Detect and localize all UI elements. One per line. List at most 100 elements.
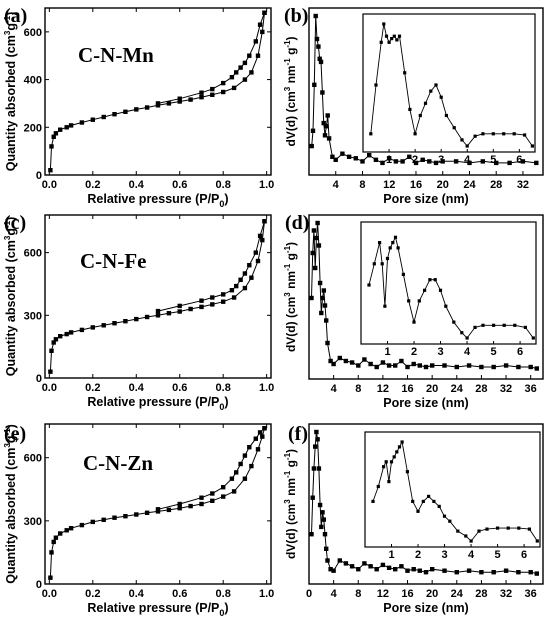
data-point: [51, 134, 56, 139]
data-point: [380, 562, 386, 568]
data-point: [253, 436, 258, 441]
data-point: [393, 159, 399, 164]
data-point: [255, 53, 261, 58]
data-point: [430, 567, 435, 572]
inset-x-tick-label: 1: [386, 154, 392, 166]
x-tick-label: 20: [426, 588, 438, 600]
panel-letter: (e): [4, 423, 26, 445]
inset-point: [481, 132, 485, 136]
inset-point: [382, 465, 386, 469]
x-tick-label: 0.8: [216, 382, 231, 394]
inset-point: [465, 336, 469, 340]
inset-point: [387, 40, 391, 44]
data-point: [322, 532, 328, 537]
data-point: [321, 120, 326, 126]
data-point: [177, 303, 182, 309]
data-point: [480, 159, 485, 164]
x-tick-label: 0.0: [42, 179, 57, 191]
data-point: [90, 519, 95, 525]
x-tick-label: 16: [410, 179, 422, 191]
inset-x-tick-label: 1: [388, 549, 394, 561]
inset-point: [400, 440, 404, 444]
x-tick-label: 8: [359, 179, 365, 191]
inset-point: [392, 34, 396, 38]
data-point: [210, 92, 215, 97]
data-point: [242, 271, 248, 276]
inset-point: [416, 509, 420, 513]
inset-point: [506, 526, 510, 530]
inset-point: [452, 126, 456, 130]
data-point: [242, 77, 248, 82]
data-point: [491, 570, 496, 575]
data-point: [454, 364, 459, 370]
data-point: [262, 219, 267, 224]
inset-point: [535, 539, 539, 543]
data-point: [49, 144, 54, 149]
plot-frame: [308, 423, 544, 585]
x-axis-label: Relative pressure (P/P0): [87, 601, 228, 618]
data-point: [210, 86, 215, 92]
data-point: [528, 570, 533, 575]
data-point: [221, 485, 226, 490]
panel-letter: (f): [288, 423, 308, 445]
x-tick-label: 36: [525, 383, 537, 395]
inset-point: [384, 34, 389, 38]
data-point: [101, 323, 106, 328]
inset-x-tick-label: 3: [437, 346, 443, 358]
plot-frame: [44, 7, 272, 176]
inset-point: [531, 336, 535, 340]
x-axis-label: Pore size (nm): [383, 601, 468, 615]
data-point: [221, 80, 226, 86]
data-point: [360, 159, 365, 164]
data-point: [507, 160, 512, 166]
inset-point: [433, 278, 437, 282]
sample-label: C-N-Zn: [83, 451, 153, 475]
data-point: [374, 364, 379, 370]
inset-point: [512, 132, 516, 136]
inset-point: [371, 499, 375, 503]
inset-point: [421, 499, 425, 503]
inset-point: [395, 450, 399, 454]
data-point: [330, 154, 335, 159]
data-point: [314, 429, 319, 435]
data-point: [199, 298, 204, 303]
inset-point: [428, 278, 432, 282]
data-point: [405, 568, 410, 573]
data-point: [155, 507, 161, 512]
inset-point: [411, 499, 415, 503]
data-point: [177, 96, 182, 101]
data-point: [64, 125, 69, 130]
data-point: [242, 476, 248, 481]
inset-x-tick-label: 6: [516, 154, 522, 166]
inset-point: [469, 539, 473, 543]
data-point: [260, 434, 265, 439]
x-tick-label: 0.0: [42, 382, 57, 394]
inset-point: [388, 246, 392, 250]
data-point: [68, 526, 74, 531]
x-tick-label: 4: [331, 383, 338, 395]
y-tick-label: 300: [24, 516, 42, 528]
y-tick-label: 400: [24, 75, 42, 87]
inset-point: [395, 38, 399, 42]
data-point: [53, 535, 59, 540]
x-tick-label: 0.6: [172, 179, 187, 191]
x-tick-label: 0.2: [85, 588, 100, 600]
x-tick-label: 16: [401, 588, 413, 600]
data-point: [188, 306, 193, 312]
inset-point: [434, 83, 438, 87]
x-tick-label: 28: [490, 179, 502, 191]
x-tick-label: 12: [377, 588, 389, 600]
data-point: [417, 363, 422, 368]
inset-x-tick-label: 4: [464, 346, 471, 358]
data-point: [417, 568, 422, 573]
data-point: [255, 447, 261, 452]
inset-point: [481, 323, 485, 327]
data-point: [221, 292, 226, 297]
y-tick-label: 600: [24, 453, 42, 465]
x-axis-label: Pore size (nm): [383, 396, 468, 410]
y-axis-label: dV(d) (cm3 nm-1 g-1): [283, 242, 298, 352]
x-tick-label: 1.0: [259, 179, 274, 191]
data-point: [328, 358, 333, 364]
data-point: [231, 85, 237, 91]
isotherm-plot: 0.0 0.2 0.4 0.6 0.8 1.0 0 300 600 Relative pressu…: [3, 214, 274, 412]
